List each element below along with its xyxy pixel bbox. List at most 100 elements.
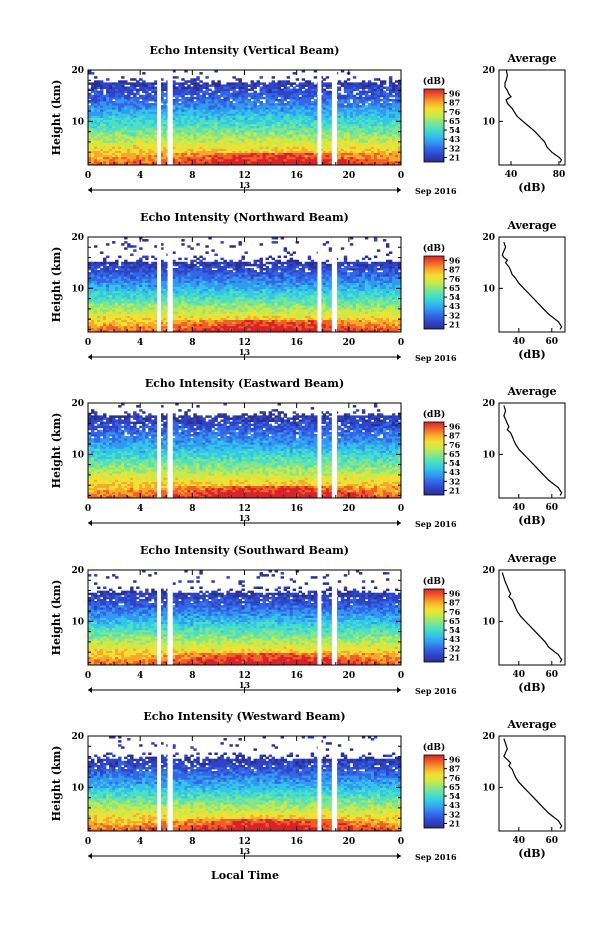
heatmap-cell	[388, 146, 393, 149]
heatmap-cell	[310, 92, 315, 96]
heatmap-cell	[352, 323, 357, 327]
heatmap-cell	[346, 317, 351, 321]
heatmap-cell	[109, 84, 113, 87]
heatmap-cell	[127, 325, 131, 329]
heatmap-cell	[172, 156, 176, 160]
heatmap-cell	[136, 160, 140, 164]
heatmap-cell	[325, 92, 330, 96]
heatmap-cell	[370, 125, 375, 129]
heatmap-cell	[322, 103, 327, 106]
heatmap-cell	[310, 84, 315, 87]
heatmap-cell	[181, 160, 185, 164]
heatmap-cell	[286, 129, 291, 133]
heatmap-cell	[373, 160, 378, 164]
heatmap-cell	[304, 129, 309, 133]
heatmap-cell	[355, 323, 360, 327]
heatmap-cell	[304, 125, 309, 129]
heatmap-cell	[160, 150, 164, 154]
heatmap-cell	[370, 156, 375, 160]
heatmap-cell	[124, 88, 128, 92]
heatmap-cell	[151, 144, 155, 147]
heatmap-cell	[172, 323, 176, 327]
heatmap-cell	[115, 162, 119, 166]
heatmap-cell	[277, 140, 282, 143]
heatmap-cell	[250, 86, 254, 89]
profile-x-tick-label: 40	[505, 170, 518, 180]
heatmap-cell	[223, 109, 227, 112]
heatmap-cell	[286, 144, 291, 147]
heatmap-cell	[181, 327, 185, 331]
heatmap-cell	[280, 154, 285, 158]
heatmap-cell	[232, 160, 236, 164]
heatmap-cell	[199, 111, 203, 114]
heatmap-cell	[133, 323, 137, 327]
heatmap-cell	[301, 92, 306, 96]
heatmap-cell	[205, 107, 209, 110]
heatmap-cell	[328, 127, 333, 131]
heatmap-cell	[313, 148, 318, 151]
heatmap-cell	[259, 82, 263, 85]
heatmap-cell	[106, 103, 110, 106]
heatmap-cell	[181, 158, 185, 162]
heatmap-cell	[349, 121, 354, 125]
heatmap-cell	[238, 119, 242, 123]
heatmap-cell	[190, 96, 194, 100]
heatmap-cell	[220, 327, 224, 331]
heatmap-cell	[370, 82, 375, 85]
heatmap-cell	[292, 138, 297, 141]
heatmap-cell	[340, 119, 345, 123]
heatmap-cell	[100, 158, 104, 162]
heatmap-cell	[250, 109, 254, 112]
heatmap-cell	[340, 319, 345, 323]
heatmap-cell	[106, 136, 110, 139]
heatmap-cell	[220, 323, 224, 327]
heatmap-cell	[118, 129, 122, 133]
heatmap-cell	[154, 150, 158, 154]
heatmap-cell	[106, 84, 110, 87]
heatmap-cell	[265, 319, 269, 323]
heatmap-cell	[271, 96, 275, 100]
heatmap-cell	[151, 146, 155, 149]
heatmap-cell	[295, 88, 300, 92]
heatmap-cell	[247, 92, 251, 96]
heatmap-cell	[310, 142, 315, 145]
heatmap-cell	[235, 146, 239, 149]
heatmap-cell	[274, 121, 279, 125]
heatmap-cell	[136, 142, 140, 145]
heatmap-cell	[208, 317, 212, 321]
heatmap-cell	[223, 127, 227, 131]
heatmap-cell	[226, 150, 230, 154]
heatmap-cell	[133, 129, 137, 133]
heatmap-cells	[88, 237, 402, 333]
heatmap-cell	[163, 321, 167, 325]
heatmap-cell	[259, 136, 263, 139]
heatmap-cell	[136, 150, 140, 154]
heatmap-cell	[208, 152, 212, 156]
heatmap-cell	[361, 131, 366, 135]
heatmap-cell	[373, 113, 378, 116]
heatmap-cell	[205, 113, 209, 116]
heatmap-cell	[277, 103, 282, 106]
heatmap-cell	[313, 150, 318, 154]
heatmap-cell	[241, 319, 245, 323]
heatmap-cell	[163, 84, 167, 87]
heatmap-cell	[130, 125, 134, 129]
heatmap-cell	[265, 121, 269, 125]
heatmap-cell	[154, 123, 158, 127]
heatmap-cell	[286, 76, 291, 79]
heatmap-cell	[265, 113, 269, 116]
heatmap-cell	[286, 156, 291, 160]
heatmap-cell	[205, 127, 209, 131]
heatmap-cell	[100, 152, 104, 156]
heatmap-cell	[355, 138, 360, 141]
heatmap-cell	[214, 82, 218, 85]
heatmap-cell	[307, 107, 312, 110]
heatmap-cell	[256, 327, 260, 331]
heatmap-cell	[112, 96, 116, 100]
heatmap-cell	[226, 123, 230, 127]
heatmap-cell	[232, 109, 236, 112]
heatmap-cell	[88, 107, 92, 110]
heatmap-cell	[175, 100, 179, 104]
heatmap-cell	[208, 119, 212, 123]
heatmap-cell	[352, 156, 357, 160]
